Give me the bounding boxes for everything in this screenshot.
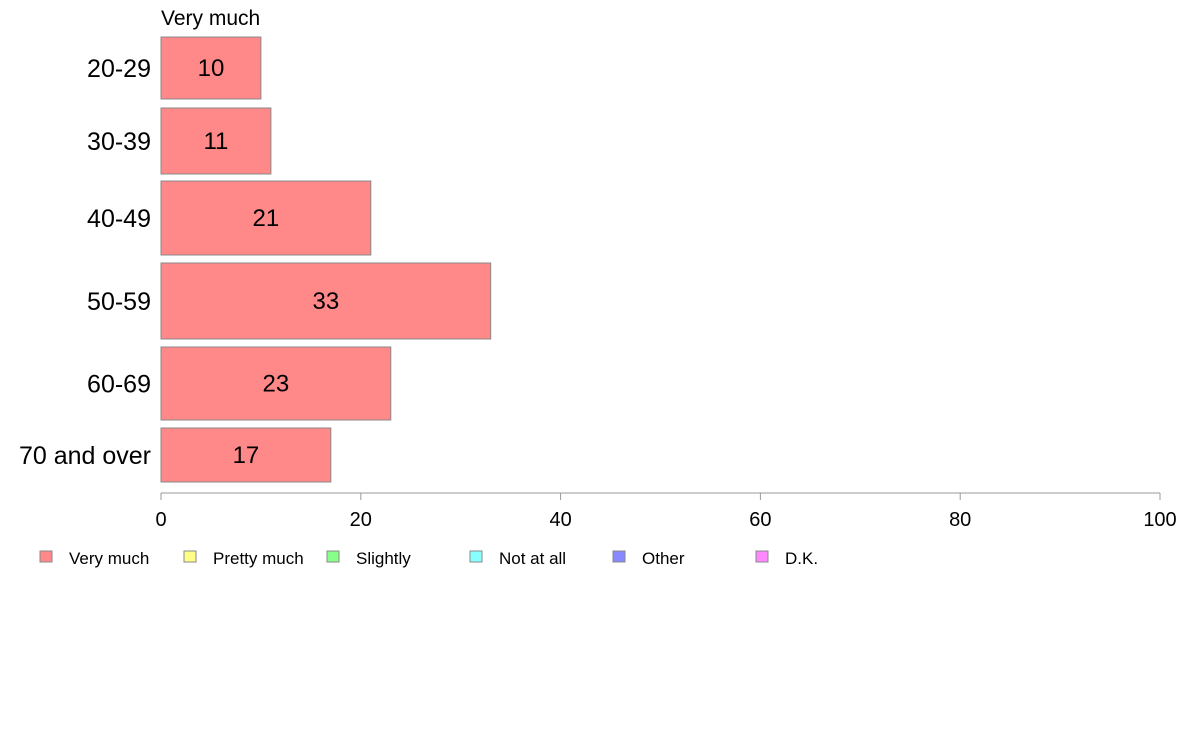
tick-label: 0 bbox=[155, 509, 166, 531]
legend-swatch bbox=[612, 550, 626, 563]
bar bbox=[160, 36, 262, 100]
tick-label: 60 bbox=[749, 509, 771, 531]
bar bbox=[160, 262, 492, 340]
bar bbox=[160, 346, 392, 421]
tick-label: 100 bbox=[1143, 509, 1176, 531]
tick-label: 20 bbox=[350, 509, 372, 531]
category-label: 20-29 bbox=[87, 55, 151, 83]
data-label: 23 bbox=[263, 371, 290, 398]
legend-swatch bbox=[469, 550, 483, 563]
tick-label: 40 bbox=[549, 509, 571, 531]
legend-label: Not at all bbox=[499, 549, 566, 568]
category-label: 70 and over bbox=[19, 442, 151, 470]
tick-label: 80 bbox=[949, 509, 971, 531]
legend-label: Other bbox=[642, 549, 685, 568]
chart-title: Very much bbox=[161, 7, 260, 30]
legend-swatch bbox=[755, 550, 769, 563]
data-label: 21 bbox=[253, 205, 280, 232]
bar bbox=[160, 107, 272, 175]
data-label: 33 bbox=[312, 288, 339, 315]
category-label: 50-59 bbox=[87, 288, 151, 316]
bar bbox=[160, 180, 372, 256]
category-label: 30-39 bbox=[87, 128, 151, 156]
bar bbox=[160, 427, 332, 483]
legend-swatch bbox=[39, 550, 53, 563]
legend-label: Slightly bbox=[356, 549, 411, 568]
x-axis: 0 20 40 60 80 100 bbox=[155, 492, 1177, 531]
legend-label: D.K. bbox=[785, 549, 818, 568]
data-label: 17 bbox=[233, 442, 260, 469]
legend: Very much Pretty much Slightly Not at all Ot… bbox=[39, 549, 818, 568]
data-label: 10 bbox=[198, 55, 225, 82]
legend-swatch bbox=[183, 550, 197, 563]
data-label: 11 bbox=[203, 128, 228, 155]
legend-swatch bbox=[326, 550, 340, 563]
legend-label: Pretty much bbox=[213, 549, 304, 568]
bars: 10 11 21 33 23 17 bbox=[160, 36, 492, 483]
category-labels: 20-29 30-39 40-49 50-59 60-69 70 and over bbox=[19, 55, 151, 470]
legend-label: Very much bbox=[69, 549, 149, 568]
category-label: 40-49 bbox=[87, 205, 151, 233]
category-label: 60-69 bbox=[87, 371, 151, 399]
